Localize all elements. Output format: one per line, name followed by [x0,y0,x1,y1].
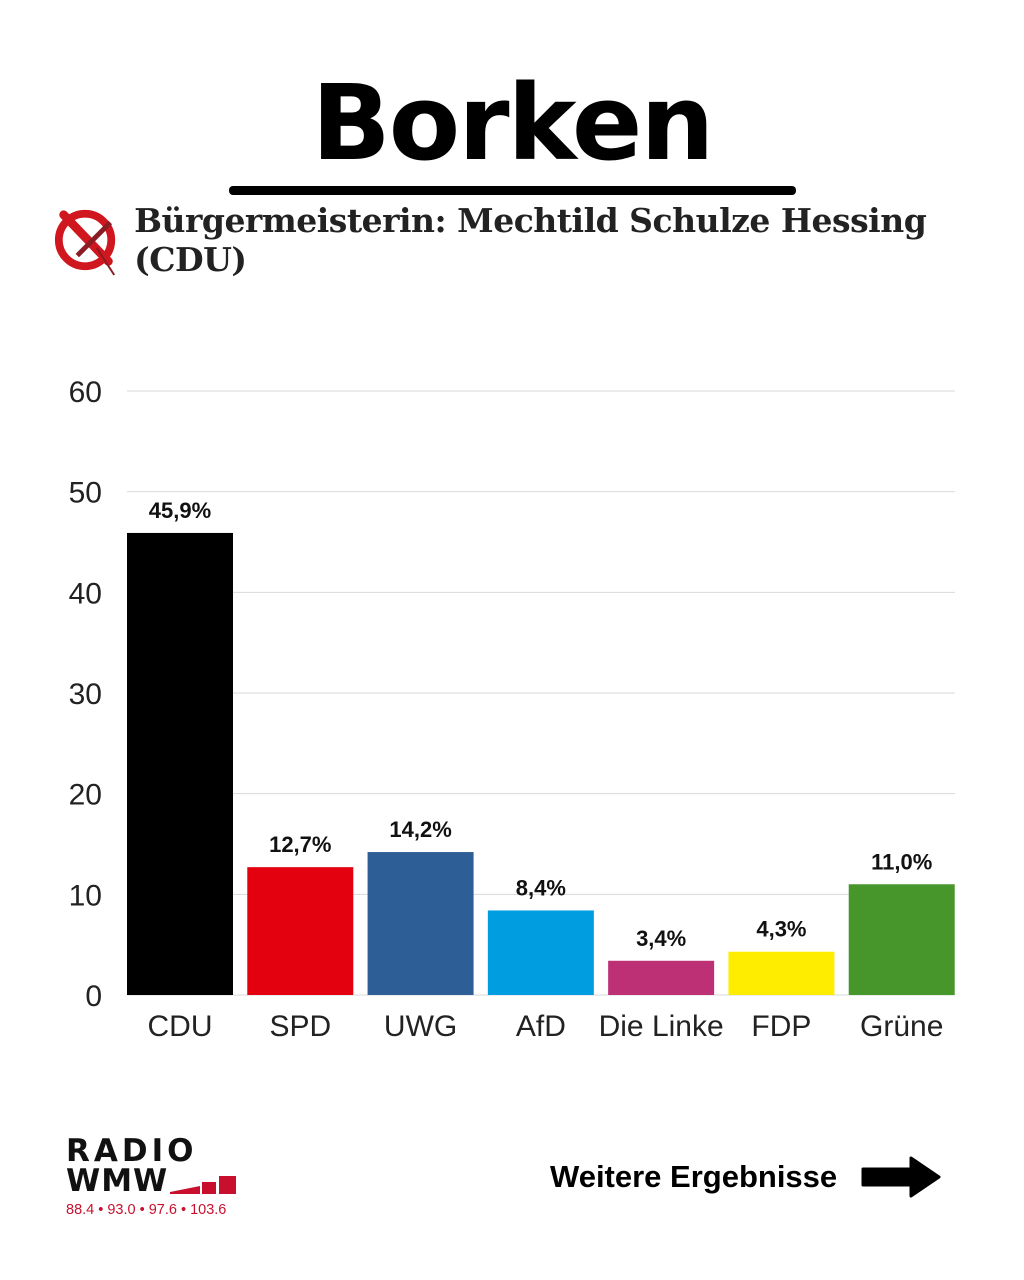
bar-uwg [367,852,474,995]
page-title: Borken [311,62,715,184]
y-tick-label: 30 [69,678,102,711]
logo-line2: WMW [66,1163,169,1199]
x-tick-label: SPD [269,1010,331,1043]
title-underline [229,186,796,195]
bar-grüne [848,884,955,995]
x-tick-label: AfD [516,1010,566,1043]
data-label: 14,2% [389,817,451,842]
data-label: 4,3% [756,917,806,942]
logo-line1: RADIO [66,1133,198,1169]
y-tick-label: 50 [69,477,102,510]
x-tick-label: Die Linke [599,1010,724,1043]
subtitle-row: Bürgermeisterin: Mechtild Schulze Hessin… [52,200,1024,280]
x-tick-label: Grüne [860,1010,943,1043]
signal-bars-icon [170,1176,237,1194]
bar-die-linke [608,960,715,995]
more-results-link[interactable]: Weitere Ergebnisse [550,1155,943,1199]
y-tick-label: 0 [85,980,102,1013]
x-tick-label: UWG [384,1010,457,1043]
data-label: 8,4% [516,875,566,900]
arrow-right-icon [861,1156,941,1198]
mayor-subtitle: Bürgermeisterin: Mechtild Schulze Hessin… [134,201,927,279]
frequencies: 88.4 • 93.0 • 97.6 • 103.6 [66,1202,227,1218]
x-tick-label: FDP [751,1010,811,1043]
y-tick-label: 20 [69,779,102,812]
bar-spd [247,867,354,995]
x-tick-label: CDU [148,1010,213,1043]
more-results-label: Weitere Ergebnisse [550,1159,838,1194]
data-label: 11,0% [871,849,932,874]
data-label: 12,7% [269,832,331,857]
bar-fdp [728,951,835,995]
y-tick-label: 10 [69,879,102,912]
data-label: 45,9% [149,498,211,523]
y-tick-label: 40 [69,577,102,610]
y-tick-label: 60 [69,376,102,409]
bar-cdu [127,532,233,995]
radio-wmw-logo: RADIO WMW 88.4 • 93.0 • 97.6 • 103.6 [66,1136,238,1218]
ballot-cross-icon [54,209,116,276]
data-label: 3,4% [636,926,686,951]
bar-afd [487,910,594,995]
